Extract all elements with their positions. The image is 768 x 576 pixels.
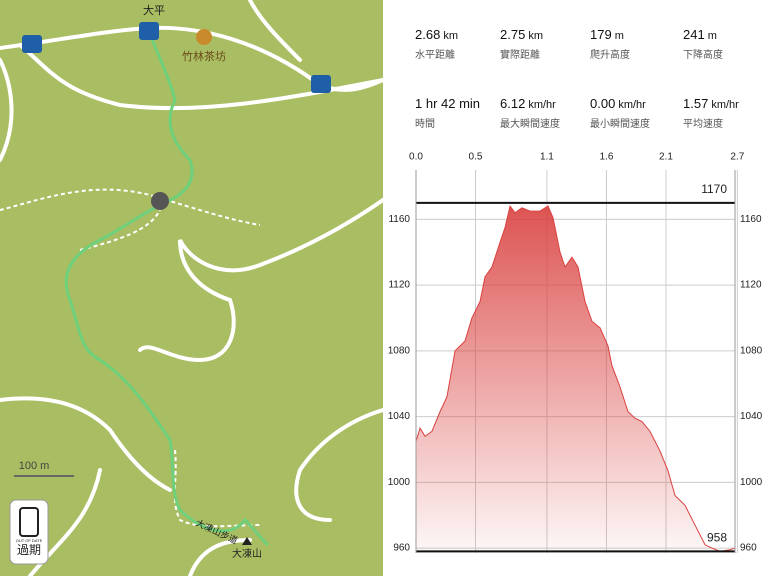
- stats-panel: 2.68 km 水平距離 2.75 km 實際距離 179 m 爬升高度 241 m 下降高度 1 hr…: [385, 0, 768, 576]
- scale-label: 100 m: [19, 460, 50, 472]
- stat: 1 hr 42 min 時間: [415, 95, 510, 130]
- stat: 1.57 km/hr 平均速度: [683, 95, 768, 130]
- roads: [0, 0, 383, 576]
- bus-icons: [22, 22, 331, 93]
- badge-text: 過期: [17, 543, 41, 557]
- stat: 2.75 km 實際距離: [500, 26, 595, 61]
- y2-tick-label: 1160: [740, 214, 762, 225]
- stat-unit: km: [528, 30, 543, 42]
- stat-unit: km/hr: [528, 99, 556, 111]
- x-tick-label: 2.1: [659, 152, 673, 163]
- y2-tick-label: 960: [740, 543, 757, 554]
- stat-value: 1 hr 42 min: [415, 96, 481, 111]
- y-tick-label: 1160: [388, 214, 410, 225]
- out-of-date-badge[interactable]: OUT OF DATE 過期: [9, 499, 49, 565]
- stat: 179 m 爬升高度: [590, 26, 685, 61]
- y2-tick-label: 1040: [740, 411, 763, 422]
- stat-value-row: 241 m: [683, 26, 768, 44]
- stat: 2.68 km 水平距離: [415, 26, 510, 61]
- stat-unit: m: [614, 30, 624, 42]
- y-tick-label: 1080: [388, 345, 411, 356]
- stat-value-row: 6.12 km/hr: [500, 95, 595, 113]
- stat-label: 平均速度: [683, 119, 723, 130]
- stat-label: 下降高度: [683, 50, 723, 61]
- area-fill: [416, 206, 735, 553]
- stat-value: 241: [683, 27, 705, 42]
- stat-value: 2.75: [500, 27, 526, 42]
- stat-label: 實際距離: [500, 50, 540, 61]
- stat-value: 0.00: [590, 96, 616, 111]
- stat-value-row: 179 m: [590, 26, 685, 44]
- map-bg: [0, 0, 383, 576]
- stat-unit: m: [707, 30, 717, 42]
- stat-value-row: 1.57 km/hr: [683, 95, 768, 113]
- x-tick-label: 0.5: [469, 152, 483, 163]
- stat-label: 最小瞬間速度: [590, 119, 650, 130]
- stat-value: 6.12: [500, 96, 526, 111]
- cafe-icon: [196, 29, 212, 45]
- stat: 6.12 km/hr 最大瞬間速度: [500, 95, 595, 130]
- map[interactable]: 大平 竹林茶坊 大凍山步道 大凍山 100 m OUT OF DATE 過期: [0, 0, 383, 576]
- peak-icon: [242, 537, 252, 545]
- trail: [64, 33, 269, 547]
- stat-label: 最大瞬間速度: [500, 119, 560, 130]
- elevation-chart: 0.0 0.5 1.1 1.6 2.1 2.7 960 960 1000 1000 1040 1040…: [388, 152, 763, 554]
- elevation-line: [415, 205, 736, 552]
- stat-value-row: 2.68 km: [415, 26, 510, 44]
- stat-value: 179: [590, 27, 612, 42]
- x-tick-label: 1.1: [540, 152, 554, 163]
- x-tick-label: 2.7: [730, 152, 744, 163]
- y-tick-label: 1000: [388, 477, 411, 488]
- extreme-label: 1170: [701, 182, 727, 196]
- pavilion-icon: [151, 192, 169, 210]
- stat-value-row: 2.75 km: [500, 26, 595, 44]
- y2-tick-label: 1080: [740, 345, 763, 356]
- peak-label: 大凍山: [232, 547, 262, 560]
- stat-value: 1.57: [683, 96, 709, 111]
- stat-unit: km/hr: [618, 99, 646, 111]
- y2-tick-label: 1000: [740, 477, 763, 488]
- badge-small: OUT OF DATE: [16, 538, 43, 543]
- stat-label: 時間: [415, 119, 435, 130]
- place-label: 竹林茶坊: [182, 49, 226, 63]
- stat-value: 2.68: [415, 27, 441, 42]
- y-tick-label: 1040: [388, 411, 411, 422]
- y-tick-label: 1120: [388, 280, 410, 291]
- y-tick-label: 960: [393, 543, 410, 554]
- x-tick-label: 1.6: [599, 152, 613, 163]
- stat-unit: km/hr: [711, 99, 739, 111]
- y2-tick-label: 1120: [740, 280, 762, 291]
- place-label: 大平: [143, 3, 165, 17]
- stat: 0.00 km/hr 最小瞬間速度: [590, 95, 685, 130]
- extreme-label: 958: [707, 531, 727, 545]
- stat-value-row: 0.00 km/hr: [590, 95, 685, 113]
- stat: 241 m 下降高度: [683, 26, 768, 61]
- stat-label: 水平距離: [415, 50, 455, 61]
- stat-value-row: 1 hr 42 min: [415, 95, 510, 113]
- stat-label: 爬升高度: [590, 50, 630, 61]
- x-tick-label: 0.0: [409, 152, 423, 163]
- stat-unit: km: [443, 30, 458, 42]
- tracks: [0, 188, 261, 528]
